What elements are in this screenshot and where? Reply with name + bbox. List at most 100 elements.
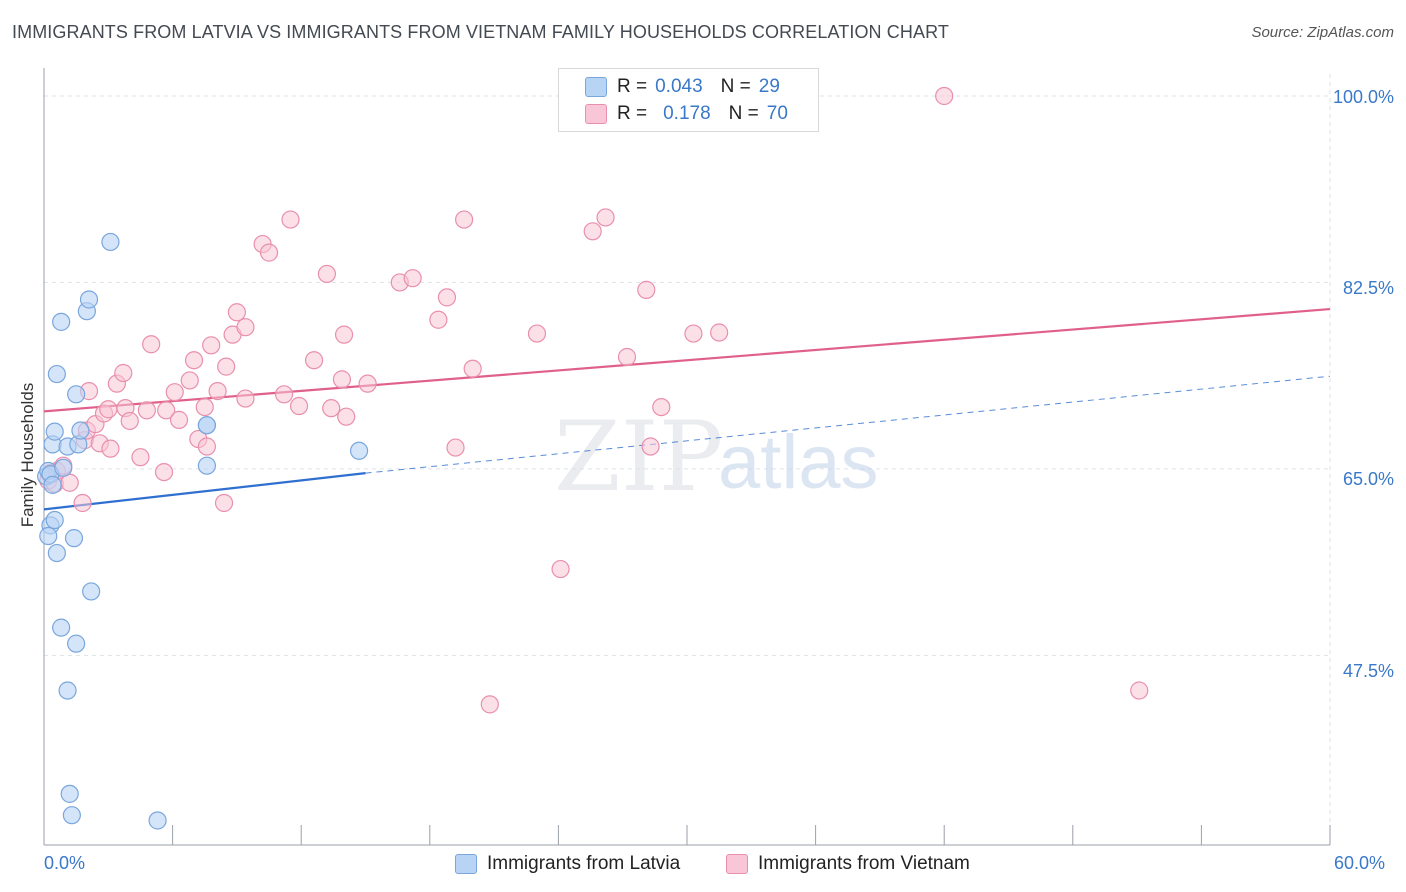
vietnam-point [429, 310, 448, 329]
bottom-vietnam-swatch [726, 854, 748, 874]
y-tick-label-65: 65.0% [1342, 469, 1394, 489]
legend-row-vietnam: R = 0.178 N = 70 [585, 102, 788, 126]
vietnam-point [684, 324, 703, 343]
vietnam-point [334, 325, 354, 344]
vietnam-point [236, 318, 255, 337]
vietnam-point [227, 303, 246, 322]
chart-title: IMMIGRANTS FROM LATVIA VS IMMIGRANTS FRO… [12, 22, 949, 42]
vietnam-point [332, 370, 352, 389]
latvia-point [67, 385, 86, 404]
vietnam-point [358, 374, 377, 393]
bottom-latvia-swatch [455, 854, 477, 874]
latvia-n-label: N = [720, 76, 751, 97]
latvia-swatch [585, 77, 607, 97]
vietnam-point [197, 437, 216, 456]
vietnam-point [202, 336, 221, 355]
latvia-point [39, 526, 58, 546]
vietnam-point [935, 86, 954, 106]
vietnam-point [463, 359, 482, 378]
latvia-point [47, 364, 66, 384]
vietnam-point [1130, 681, 1149, 700]
vietnam-point [454, 210, 474, 229]
vietnam-point [165, 383, 184, 402]
latvia-n-value: 29 [758, 76, 780, 97]
latvia-point [67, 634, 86, 653]
vietnam-point [304, 351, 324, 370]
y-tick-label-47-5: 47.5% [1342, 661, 1394, 681]
vietnam-point [596, 208, 615, 227]
bottom-latvia-label: Immigrants from Latvia [487, 853, 681, 874]
vietnam-point [154, 462, 174, 482]
bottom-vietnam-label: Immigrants from Vietnam [758, 853, 970, 874]
vietnam-point [583, 222, 602, 241]
latvia-point [64, 529, 84, 548]
vietnam-point [73, 493, 92, 513]
stats-legend: R = 0.043 N = 29 R = 0.178 N = 70 [558, 68, 819, 132]
y-tick-label-82-5: 82.5% [1342, 278, 1394, 298]
vietnam-point [652, 397, 671, 417]
vietnam-point [101, 439, 120, 458]
source-label: Source: ZipAtlas.com [1251, 24, 1394, 41]
x-tick-label-min: 0.0% [44, 853, 86, 873]
latvia-point [197, 456, 216, 475]
latvia-point [101, 232, 120, 252]
vietnam-point [274, 385, 294, 404]
vietnam-swatch [585, 104, 607, 124]
latvia-point [71, 421, 90, 440]
latvia-point [349, 441, 369, 460]
vietnam-point [99, 400, 118, 419]
vietnam-point [137, 401, 156, 420]
vietnam-point [403, 269, 422, 288]
x-tick-label-max: 60.0% [1334, 853, 1386, 873]
vietnam-point [142, 335, 161, 354]
latvia-point [148, 811, 167, 830]
legend-row-latvia: R = 0.043 N = 29 [585, 75, 780, 99]
bottom-legend-latvia: Immigrants from Latvia [455, 852, 680, 876]
vietnam-trendline [43, 307, 1331, 413]
latvia-point [58, 681, 77, 700]
watermark-atlas: atlas [718, 420, 879, 505]
bottom-legend-vietnam: Immigrants from Vietnam [726, 852, 970, 876]
vietnam-point [637, 280, 656, 299]
vietnam-point [317, 264, 337, 284]
vietnam-point [259, 243, 279, 262]
latvia-point [54, 458, 73, 477]
vietnam-point [437, 288, 457, 307]
vietnam-point [208, 382, 227, 401]
latvia-point [45, 422, 64, 441]
vietnam-point [281, 210, 300, 229]
vietnam-point [446, 438, 465, 457]
vietnam-point [114, 363, 133, 383]
vietnam-point [195, 397, 214, 417]
vietnam-point [289, 396, 309, 416]
latvia-point [197, 416, 216, 435]
vietnam-point [710, 323, 729, 342]
vietnam-n-label: N = [728, 103, 759, 124]
latvia-point [82, 582, 101, 601]
latvia-point [52, 312, 71, 331]
vietnam-point [480, 695, 499, 714]
axes [43, 68, 1331, 846]
vietnam-n-value: 70 [766, 103, 788, 124]
series-latvia-points [37, 232, 369, 830]
latvia-trendline [43, 472, 366, 511]
latvia-point [47, 543, 66, 563]
vietnam-point [617, 347, 637, 367]
latvia-point [62, 806, 81, 825]
vietnam-point [180, 371, 199, 390]
vietnam-point [236, 389, 255, 408]
vietnam-point [214, 493, 234, 513]
trendlines [43, 307, 1331, 511]
latvia-point [52, 618, 71, 637]
vietnam-r-value: 0.178 [663, 103, 711, 124]
vietnam-point [527, 324, 547, 343]
vietnam-point [322, 399, 341, 418]
vietnam-point [551, 559, 570, 579]
vietnam-r-label: R = [617, 103, 648, 124]
latvia-r-label: R = [617, 76, 648, 97]
latvia-point [79, 290, 99, 309]
latvia-point [45, 510, 64, 530]
watermark-zip: ZIP [554, 401, 723, 513]
vietnam-point [337, 407, 356, 426]
